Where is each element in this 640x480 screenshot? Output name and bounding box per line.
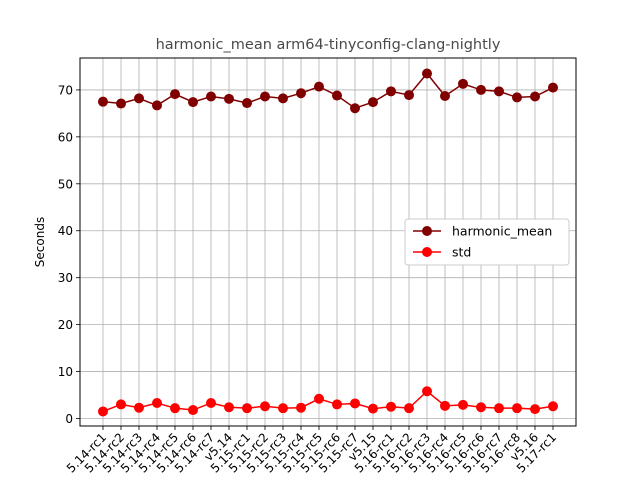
data-point-harmonic-mean — [440, 91, 450, 102]
y-tick-label: 0 — [65, 412, 73, 426]
data-point-std — [206, 398, 216, 408]
legend-box — [404, 218, 570, 266]
data-point-std — [152, 398, 162, 408]
data-point-harmonic-mean — [458, 78, 468, 89]
data-point-std — [134, 402, 144, 413]
grid-lines — [80, 58, 576, 426]
data-point-harmonic-mean — [152, 100, 162, 111]
y-tick-label: 40 — [58, 224, 73, 238]
data-point-std — [278, 403, 288, 414]
data-point-harmonic-mean — [476, 84, 486, 95]
data-point-std — [458, 399, 468, 410]
data-point-std — [170, 403, 180, 414]
data-point-std — [98, 406, 108, 417]
y-tick-label: 20 — [58, 318, 73, 332]
data-point-std — [512, 403, 522, 414]
data-point-harmonic-mean — [98, 96, 108, 107]
data-point-harmonic-mean — [368, 97, 378, 108]
y-tick-label: 30 — [58, 271, 73, 285]
data-point-harmonic-mean — [278, 93, 288, 104]
data-point-harmonic-mean — [260, 91, 270, 102]
data-point-std — [530, 404, 540, 415]
y-tick-label: 10 — [58, 365, 73, 379]
data-point-harmonic-mean — [548, 82, 558, 93]
data-point-harmonic-mean — [134, 93, 144, 104]
data-point-std — [368, 403, 378, 414]
data-point-harmonic-mean — [206, 91, 216, 102]
legend-marker-harmonic-mean — [422, 226, 432, 236]
chart-title: harmonic_mean arm64-tinyconfig-clang-nig… — [156, 37, 501, 53]
data-point-std — [314, 393, 324, 404]
data-point-std — [422, 386, 432, 397]
data-point-std — [386, 401, 396, 412]
data-point-harmonic-mean — [530, 91, 540, 102]
data-point-harmonic-mean — [386, 86, 396, 97]
plot-frame — [79, 57, 577, 427]
data-point-std — [188, 405, 198, 416]
data-point-std — [332, 399, 342, 410]
data-point-std — [296, 402, 306, 413]
data-point-harmonic-mean — [404, 90, 414, 101]
data-point-harmonic-mean — [512, 92, 522, 103]
y-axis-label: Seconds — [33, 217, 47, 267]
data-point-harmonic-mean — [422, 68, 432, 79]
data-point-harmonic-mean — [116, 98, 126, 109]
data-point-harmonic-mean — [350, 103, 360, 114]
legend: harmonic_mean std — [404, 218, 570, 266]
data-point-harmonic-mean — [188, 97, 198, 108]
data-point-std — [242, 403, 252, 414]
y-tick-label: 50 — [58, 177, 73, 191]
data-point-std — [350, 398, 360, 409]
data-point-harmonic-mean — [314, 81, 324, 92]
data-point-std — [440, 400, 450, 411]
data-point-harmonic-mean — [242, 98, 252, 109]
data-point-harmonic-mean — [494, 86, 504, 97]
legend-label-std: std — [452, 245, 471, 260]
data-point-std — [404, 403, 414, 414]
data-point-harmonic-mean — [296, 88, 306, 99]
data-point-std — [224, 402, 234, 413]
data-point-harmonic-mean — [224, 93, 234, 104]
data-point-std — [116, 399, 126, 410]
y-tick-label: 60 — [58, 130, 73, 144]
data-point-std — [494, 403, 504, 414]
series-layer — [98, 68, 558, 417]
data-point-harmonic-mean — [332, 90, 342, 101]
y-axis: 0 10 20 30 40 50 60 70 — [58, 83, 80, 426]
data-point-std — [476, 402, 486, 413]
data-point-std — [548, 401, 558, 412]
x-axis: 5.14-rc15.14-rc25.14-rc35.14-rc45.14-rc5… — [64, 426, 559, 475]
legend-marker-std — [422, 247, 432, 257]
legend-label-harmonic-mean: harmonic_mean — [452, 224, 552, 239]
data-point-harmonic-mean — [170, 89, 180, 100]
y-tick-label: 70 — [58, 83, 73, 97]
data-point-std — [260, 401, 270, 412]
